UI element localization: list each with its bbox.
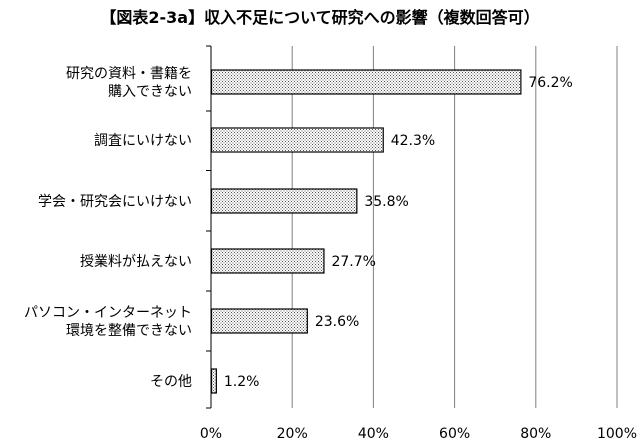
grid-layer [291, 46, 618, 408]
data-label-3: 27.7% [331, 254, 375, 270]
data-label-5: 1.2% [224, 374, 260, 390]
bar-5 [210, 368, 217, 394]
x-tick-label-80: 80% [520, 426, 551, 442]
category-label-0-line-1: 購入できない [108, 84, 192, 100]
category-label-4-line-0: パソコン・インターネット [24, 305, 192, 321]
x-tick-label-100: 100% [597, 426, 637, 442]
bar-0 [210, 69, 522, 95]
category-label-4-line-1: 環境を整備できない [66, 323, 192, 339]
x-tick-label-60: 60% [439, 426, 470, 442]
chart-title: 【図表2-3a】収入不足について研究への影響（複数回答可） [100, 8, 539, 27]
data-label-0: 76.2% [528, 75, 572, 91]
data-label-1: 42.3% [391, 133, 435, 149]
data-label-4: 23.6% [315, 314, 359, 330]
category-label-0-line-0: 研究の資料・書籍を [66, 65, 192, 82]
bar-3 [210, 248, 325, 274]
bar-4 [210, 308, 308, 334]
category-label-1: 調査にいけない [94, 133, 192, 149]
category-label-5: その他 [150, 374, 192, 390]
data-label-2: 35.8% [364, 194, 408, 210]
bar-1 [210, 127, 384, 153]
category-label-2: 学会・研究会にいけない [38, 194, 192, 210]
bar-layer [210, 69, 522, 394]
x-tick-label-0: 0% [200, 426, 222, 442]
x-tick-label-40: 40% [358, 426, 389, 442]
bar-2 [210, 188, 358, 214]
x-tick-label-20: 20% [277, 426, 308, 442]
category-label-3: 授業料が払えない [80, 254, 192, 270]
axis-layer [206, 45, 212, 409]
